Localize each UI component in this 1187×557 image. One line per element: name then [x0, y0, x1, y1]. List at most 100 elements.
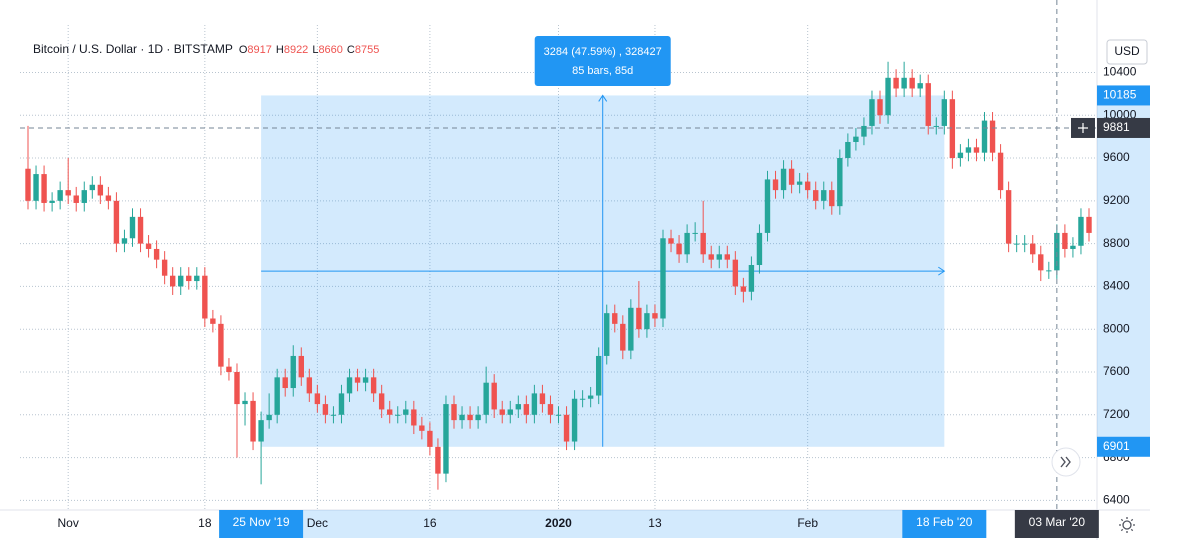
date-label-bg [902, 510, 987, 538]
candle-body [813, 190, 819, 201]
candle-body [1062, 232, 1068, 249]
y-tick-label: 8000 [1103, 321, 1130, 335]
candle-body [1046, 270, 1052, 272]
candle-body [877, 99, 883, 116]
candle-body [708, 254, 714, 260]
legend-key: H [276, 44, 284, 56]
currency-label: USD [1114, 44, 1140, 58]
candle-body [997, 152, 1004, 191]
x-tick-label: 13 [648, 516, 662, 530]
date-label-bg [219, 510, 304, 538]
candle-body [909, 77, 915, 89]
candle-body [97, 184, 104, 196]
candle-body [933, 125, 939, 127]
candle-body [732, 259, 739, 287]
candle-body [258, 420, 264, 442]
candle-body [378, 393, 385, 410]
candle-body [81, 190, 87, 203]
measure-arrowhead [938, 266, 946, 276]
currency-button[interactable] [1106, 39, 1148, 65]
candle-body [499, 409, 505, 415]
candle-body [612, 313, 618, 324]
candle-body [507, 409, 513, 415]
date-label: 03 Mar '20 [1029, 515, 1086, 529]
candle-body [845, 141, 851, 159]
candle-body [459, 414, 465, 421]
candle-body [411, 409, 417, 426]
candle-body [354, 377, 361, 383]
candle-body [89, 184, 96, 191]
candle-body [756, 232, 763, 266]
scroll-icon [1060, 456, 1071, 468]
crosshair-price-label: 9881 [1103, 120, 1130, 134]
candle-body [555, 414, 562, 416]
candle-body [1054, 232, 1060, 271]
candle-body [129, 216, 136, 239]
legend-key: L [312, 44, 318, 56]
y-tick-label: 9600 [1103, 150, 1130, 164]
candle-body [724, 254, 730, 260]
candle-body [435, 446, 441, 474]
legend-value: 8660 [318, 44, 342, 56]
candle-body [989, 120, 996, 153]
candle-body [370, 377, 377, 394]
candle-body [57, 190, 63, 201]
candle-body [202, 275, 208, 319]
legend-key: O [239, 44, 248, 56]
measure-change: 3284 (47.59%) , 328427 [544, 46, 662, 58]
y-tick-label: 10400 [1103, 65, 1137, 79]
settings-rays [1119, 517, 1135, 533]
candle-body [941, 99, 948, 126]
candle-body [1005, 190, 1012, 244]
candle-body [869, 99, 875, 126]
candle-body [1021, 243, 1028, 245]
legend-value: 8755 [355, 44, 379, 56]
candle-body [242, 400, 248, 405]
candle-body [1038, 254, 1044, 271]
candle-body [427, 430, 433, 447]
candle-body [105, 195, 112, 201]
candle-body [49, 200, 55, 203]
candle-body [563, 414, 570, 442]
candle-body [829, 190, 835, 207]
candle-body [957, 152, 964, 159]
candle-body [306, 377, 313, 394]
candle-body [893, 77, 899, 89]
time-axis-band [257, 510, 949, 538]
price-label: 6901 [1103, 439, 1130, 453]
candle-body [121, 238, 128, 244]
candle-body [539, 393, 546, 405]
candle-body [338, 393, 345, 415]
y-tick-label: 6400 [1103, 493, 1130, 507]
candle-body [587, 395, 594, 399]
candle-body [547, 404, 554, 415]
candle-body [925, 83, 931, 126]
candle-body [788, 168, 795, 185]
x-tick-label: Nov [58, 516, 79, 530]
candle-body [748, 265, 755, 292]
candle-body [266, 414, 272, 421]
candle-body [636, 307, 642, 330]
settings-icon[interactable] [1122, 520, 1132, 530]
candle-body [218, 323, 224, 367]
candle-body [1013, 243, 1020, 245]
candle-body [451, 404, 457, 421]
candle-body [298, 355, 304, 378]
candle-body [403, 409, 409, 415]
x-tick-label: 18 [198, 516, 212, 530]
candle-body [234, 371, 240, 405]
candle-body [531, 393, 538, 415]
plus-icon [1078, 122, 1088, 133]
measure-arrowhead [598, 94, 608, 102]
candle-body [178, 275, 184, 287]
legend-value: 8922 [284, 44, 308, 56]
candle-body [443, 404, 449, 474]
scroll-button[interactable] [1051, 447, 1081, 477]
date-label: 25 Nov '19 [233, 515, 290, 529]
candle-body [194, 275, 200, 282]
candle-body [161, 259, 168, 276]
candle-body [113, 200, 120, 244]
candle-body [395, 414, 401, 416]
candle-body [210, 318, 216, 324]
